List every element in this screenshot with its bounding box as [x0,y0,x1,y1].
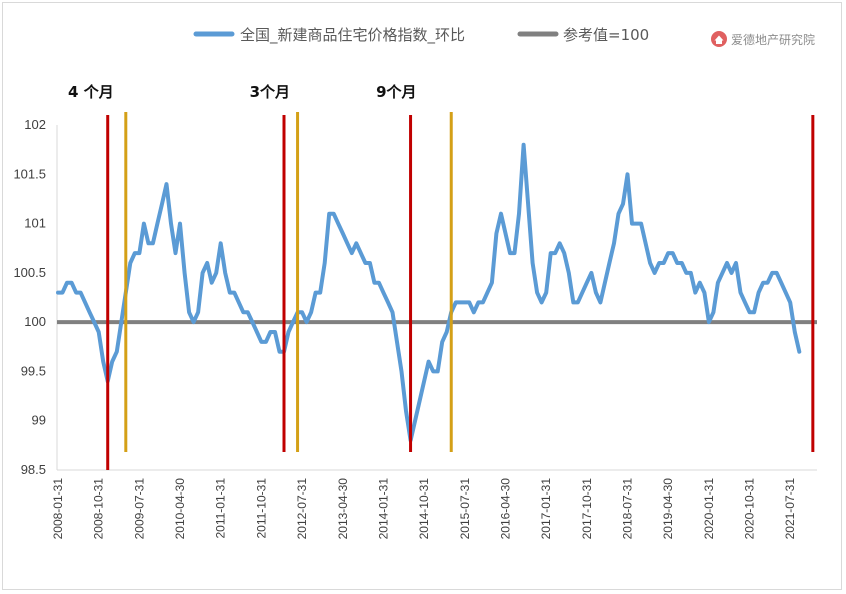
y-tick-label: 102 [24,117,46,132]
x-tick-label: 2010-04-30 [173,478,187,540]
x-tick-label: 2011-10-31 [254,478,268,539]
x-tick-label: 2011-01-31 [214,478,228,539]
y-tick-label: 101 [24,216,46,231]
x-tick-label: 2021-07-31 [783,478,797,540]
x-tick-label: 2017-10-31 [580,478,594,540]
series-layer [56,142,802,443]
lag-annotation-label: 4 个月 [68,83,114,101]
x-tick-label: 2008-01-31 [51,478,65,540]
watermark: 爱德地产研究院 [711,31,815,47]
y-tick-label: 101.5 [13,166,46,181]
watermark-text: 爱德地产研究院 [731,32,815,47]
x-axis: 2008-01-31 2008-10-31 2009-07-31 2010-04-30… [51,469,817,540]
y-axis: 98.5 99 99.5 100 100.5 101 101.5 102 [13,117,58,477]
x-tick-label: 2008-10-31 [92,478,106,540]
y-tick-label: 98.5 [21,462,46,477]
x-tick-label: 2009-07-31 [132,478,146,540]
x-tick-label: 2012-07-31 [295,478,309,540]
x-tick-label: 2015-07-31 [458,478,472,540]
legend-label-reference-line: 参考值=100 [563,26,649,44]
x-tick-label: 2020-01-31 [702,478,716,540]
annotation-layer: 4 个月 3个月 9个月 [68,83,417,101]
x-tick-label: 2017-01-31 [539,478,553,540]
lag-annotation-label: 3个月 [250,83,290,101]
legend-label-index-series: 全国_新建商品住宅价格指数_环比 [240,26,465,45]
marker-layer [106,112,815,470]
x-tick-label: 2019-04-30 [661,478,675,540]
x-tick-label: 2013-04-30 [336,478,350,540]
legend: 全国_新建商品住宅价格指数_环比 参考值=100 [193,26,649,45]
y-tick-label: 99 [32,413,46,428]
x-tick-label: 2020-10-31 [743,478,757,540]
y-tick-label: 100.5 [13,265,46,280]
index-series-line [56,142,802,443]
y-tick-label: 99.5 [21,363,46,378]
y-tick-label: 100 [24,314,46,329]
x-tick-label: 2016-04-30 [498,478,512,540]
house-logo-icon [711,31,727,47]
lag-annotation-label: 9个月 [376,83,416,101]
x-tick-label: 2014-10-31 [417,478,431,540]
x-tick-label: 2018-07-31 [621,478,635,540]
x-tick-label: 2014-01-31 [376,478,390,540]
